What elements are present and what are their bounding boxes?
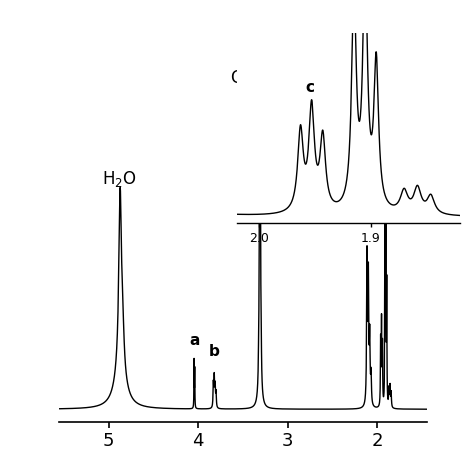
Text: H$_2$O: H$_2$O — [102, 169, 137, 189]
Text: a: a — [189, 333, 200, 348]
Text: c: c — [305, 81, 314, 95]
Text: b: b — [209, 344, 219, 359]
Text: CH$_3$OH: CH$_3$OH — [230, 68, 288, 88]
